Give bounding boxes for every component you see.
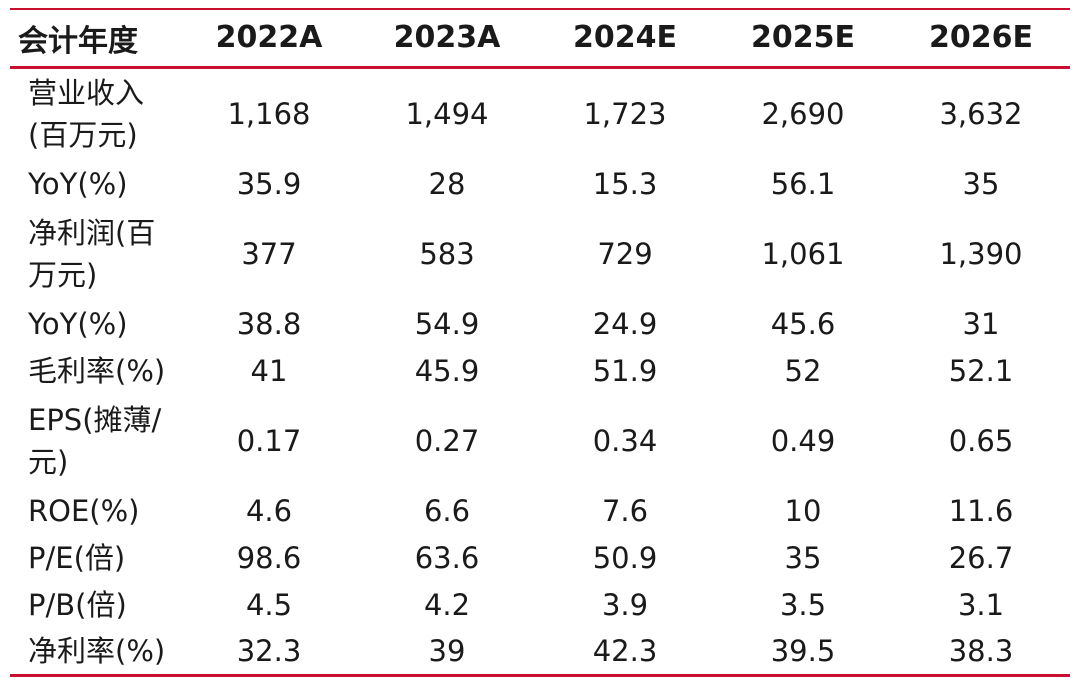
value-cell: 0.17 [236, 423, 302, 458]
value-cell: 63.6 [414, 540, 480, 575]
value-cell: 2,690 [761, 97, 845, 132]
table-row: ROE(%) 4.6 6.6 7.6 10 11.6 [10, 487, 1070, 534]
table-body: 营业收入 (百万元) 1,168 1,494 1,723 2,690 3,632 YoY(%)… [10, 67, 1070, 677]
row-label-line: (百万元) [28, 118, 138, 153]
value-cell: 0.65 [948, 423, 1014, 458]
row-label-cell: 毛利率(%) [10, 347, 180, 394]
header-year-cell: 2023A [358, 8, 536, 69]
table-row: P/B(倍) 4.5 4.2 3.9 3.5 3.1 [10, 581, 1070, 628]
row-label-cell: P/E(倍) [10, 534, 180, 581]
row-label-cell: EPS(摊薄/元) [10, 394, 180, 487]
value-cell: 4.6 [245, 493, 293, 528]
value-cell: 6.6 [423, 493, 471, 528]
value-cell: 1,390 [939, 236, 1023, 271]
row-label-line: YoY(%) [28, 306, 128, 341]
row-label-line: 元) [28, 444, 69, 479]
value-cell: 1,061 [761, 236, 845, 271]
value-cell: 52 [784, 353, 822, 388]
value-cell: 0.27 [414, 423, 480, 458]
header-row: 会计年度 2022A 2023A 2024E 2025E 2026E [10, 8, 1070, 69]
value-cell: 4.2 [423, 587, 471, 622]
header-year-cell: 2024E [536, 8, 714, 69]
row-label-cell: P/B(倍) [10, 581, 180, 628]
row-label-line: P/B(倍) [28, 587, 127, 622]
row-label-line: 毛利率(%) [28, 353, 166, 388]
value-cell: 45.9 [414, 353, 480, 388]
value-cell: 32.3 [180, 628, 358, 677]
value-cell: 56.1 [770, 166, 836, 201]
value-cell: 39 [358, 628, 536, 677]
row-label-line: P/E(倍) [28, 540, 126, 575]
value-cell: 3.9 [601, 587, 649, 622]
value-cell: 729 [597, 236, 653, 271]
row-label-cell: 营业收入 (百万元) [10, 67, 180, 160]
value-cell: 3,632 [939, 97, 1023, 132]
row-label-cell: ROE(%) [10, 487, 180, 534]
table-row: P/E(倍) 98.6 63.6 50.9 35 26.7 [10, 534, 1070, 581]
value-cell: 28 [428, 166, 466, 201]
value-cell: 45.6 [770, 306, 836, 341]
value-cell: 15.3 [592, 166, 658, 201]
value-cell: 377 [241, 236, 297, 271]
value-cell: 35 [962, 166, 1000, 201]
value-cell: 42.3 [536, 628, 714, 677]
table-row: 净利率(%) 32.3 39 42.3 39.5 38.3 [10, 628, 1070, 677]
value-cell: 7.6 [601, 493, 649, 528]
row-label-line: ROE(%) [28, 493, 140, 528]
row-label-line: 净利率(%) [28, 633, 166, 668]
value-cell: 31 [962, 306, 1000, 341]
value-cell: 35.9 [236, 166, 302, 201]
table-row: YoY(%) 35.9 28 15.3 56.1 35 [10, 160, 1070, 207]
row-label-line: 净利润(百 [28, 215, 156, 250]
table-row: 毛利率(%) 41 45.9 51.9 52 52.1 [10, 347, 1070, 394]
value-cell: 98.6 [236, 540, 302, 575]
value-cell: 50.9 [592, 540, 658, 575]
value-cell: 38.8 [236, 306, 302, 341]
value-cell: 39.5 [714, 628, 892, 677]
value-cell: 24.9 [592, 306, 658, 341]
value-cell: 51.9 [592, 353, 658, 388]
value-cell: 1,168 [227, 97, 311, 132]
value-cell: 11.6 [948, 493, 1014, 528]
value-cell: 54.9 [414, 306, 480, 341]
header-year-cell: 2026E [892, 8, 1070, 69]
table-row: 净利润(百万元) 377 583 729 1,061 1,390 [10, 207, 1070, 300]
row-label-line: 万元) [28, 257, 98, 292]
table-row: 营业收入 (百万元) 1,168 1,494 1,723 2,690 3,632 [10, 67, 1070, 160]
row-label-cell: 净利率(%) [10, 628, 180, 677]
header-label-cell: 会计年度 [10, 8, 180, 69]
value-cell: 0.34 [592, 423, 658, 458]
value-cell: 3.5 [779, 587, 827, 622]
row-label-line: YoY(%) [28, 166, 128, 201]
value-cell: 41 [250, 353, 288, 388]
value-cell: 0.49 [770, 423, 836, 458]
value-cell: 10 [784, 493, 822, 528]
financial-forecast-table: 会计年度 2022A 2023A 2024E 2025E 2026E 营业收入 (… [10, 8, 1070, 677]
header-year-cell: 2022A [180, 8, 358, 69]
value-cell: 583 [419, 236, 475, 271]
row-label-cell: YoY(%) [10, 160, 180, 207]
value-cell: 26.7 [948, 540, 1014, 575]
header-year-cell: 2025E [714, 8, 892, 69]
value-cell: 38.3 [892, 628, 1070, 677]
value-cell: 52.1 [948, 353, 1014, 388]
row-label-line: 营业收入 [28, 76, 145, 111]
table-row: EPS(摊薄/元) 0.17 0.27 0.34 0.49 0.65 [10, 394, 1070, 487]
value-cell: 1,494 [405, 97, 489, 132]
row-label-line: EPS(摊薄/ [28, 402, 162, 437]
value-cell: 35 [784, 540, 822, 575]
table-row: YoY(%) 38.8 54.9 24.9 45.6 31 [10, 300, 1070, 347]
value-cell: 3.1 [957, 587, 1005, 622]
row-label-cell: YoY(%) [10, 300, 180, 347]
row-label-cell: 净利润(百万元) [10, 207, 180, 300]
value-cell: 4.5 [245, 587, 293, 622]
value-cell: 1,723 [583, 97, 667, 132]
